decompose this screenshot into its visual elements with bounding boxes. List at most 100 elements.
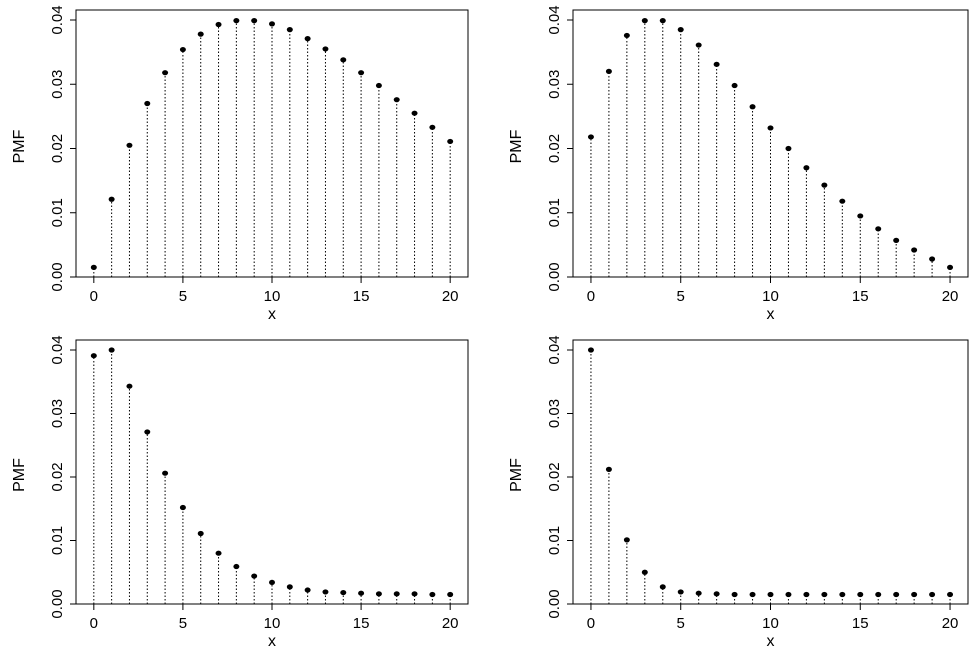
x-tick-label: 5 [677,288,685,305]
x-tick-label: 20 [442,288,459,305]
pmf-point [269,579,275,586]
pmf-point [340,57,347,63]
pmf-point [659,18,666,24]
y-tick-label: 0.04 [49,5,66,34]
y-tick-label: 0.04 [49,335,66,364]
x-tick-label: 20 [942,288,959,305]
pmf-point [304,587,311,593]
pmf-point [126,142,133,148]
y-tick-label: 0.00 [49,262,66,291]
y-tick-label: 0.00 [49,589,66,618]
x-tick-label: 20 [442,615,459,632]
pmf-point [767,125,774,131]
y-tick-label: 0.03 [546,70,563,99]
chart-panel-1: 0 5 10 15 20 0.00 0.01 0.02 0.03 0.04 x PMF [11,5,469,323]
pmf-point [911,247,918,253]
pmf-point [821,182,828,188]
pmf-point [447,591,454,598]
pmf-point [677,27,684,33]
pmf-point [108,196,115,202]
x-tick-label: 15 [852,288,869,305]
pmf-point [179,46,186,53]
pmf-point [659,584,666,590]
pmf-point [893,591,900,598]
y-tick-label: 0.01 [49,198,66,227]
pmf-point [605,68,612,74]
x-tick-label: 5 [179,288,187,305]
pmf-point [233,563,240,570]
pmf-point [785,591,792,598]
y-axis-label: PMF [508,458,525,492]
pmf-point [411,591,418,597]
plot-frame [75,339,469,605]
pmf-point [233,18,240,24]
pmf-point [731,82,738,89]
pmf-point [677,589,684,595]
pmf-point [695,42,702,48]
pmf-point [197,530,204,537]
x-tick-label: 15 [852,615,869,632]
pmf-point [393,591,400,597]
x-tick-label: 10 [762,615,779,632]
y-tick-label: 0.01 [546,526,563,555]
pmf-point [162,70,169,76]
x-tick-label: 15 [353,288,370,305]
y-tick-label: 0.00 [546,262,563,291]
y-tick-label: 0.04 [546,5,563,34]
pmf-point [587,134,594,140]
chart-panel-4: 0 5 10 15 20 0.00 0.01 0.02 0.03 0.04 x PMF [508,335,969,650]
pmf-point [251,18,258,24]
pmf-point [857,591,864,598]
pmf-point [286,27,293,33]
y-axis-label: PMF [11,458,28,492]
pmf-point [90,264,97,270]
pmf-point [713,591,720,597]
pmf-point [929,256,936,262]
pmf-point [641,569,648,575]
pmf-point [641,18,648,24]
pmf-point [358,70,365,76]
x-tick-label: 5 [677,615,685,632]
x-tick-label: 5 [179,615,187,632]
pmf-point [358,590,365,596]
pmf-point [144,429,151,435]
pmf-point [447,138,454,145]
pmf-point [162,470,169,476]
y-tick-label: 0.01 [546,198,563,227]
pmf-point [929,591,936,598]
x-tick-label: 10 [264,288,281,305]
pmf-point [269,21,275,27]
y-axis-label: PMF [11,129,28,163]
pmf-point [215,550,222,556]
pmf-point [839,591,846,598]
pmf-point [857,213,864,219]
pmf-point [322,589,329,595]
y-tick-label: 0.02 [546,462,563,491]
y-tick-label: 0.02 [546,134,563,163]
x-axis-label: x [767,633,775,650]
pmf-point [375,591,382,597]
pmf-point [215,21,222,28]
pmf-point [393,97,400,103]
pmf-point [411,110,418,116]
pmf-point [947,591,954,598]
pmf-point [875,226,882,232]
pmf-point [839,198,846,204]
pmf-point [947,264,954,270]
pmf-point [623,32,630,39]
x-tick-label: 15 [353,615,370,632]
y-tick-label: 0.02 [49,134,66,163]
plot-frame [572,339,969,605]
pmf-point [587,347,594,353]
pmf-point [340,589,347,596]
y-tick-label: 0.03 [49,70,66,99]
pmf-point [821,591,828,598]
pmf-point [286,584,293,590]
pmf-point [875,591,882,598]
chart-panel-2: 0 5 10 15 20 0.00 0.01 0.02 0.03 0.04 x PMF [508,5,969,323]
pmf-point [731,591,738,598]
pmf-point [197,31,204,37]
y-tick-label: 0.04 [546,335,563,364]
x-tick-label: 0 [587,288,595,305]
